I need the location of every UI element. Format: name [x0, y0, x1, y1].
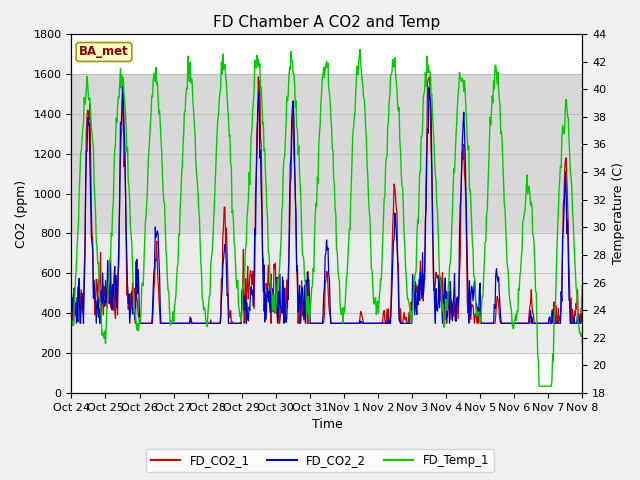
Y-axis label: Temperature (C): Temperature (C) [612, 163, 625, 264]
Bar [72, 233, 582, 353]
X-axis label: Time: Time [312, 419, 342, 432]
Bar [72, 74, 582, 233]
Legend: FD_CO2_1, FD_CO2_2, FD_Temp_1: FD_CO2_1, FD_CO2_2, FD_Temp_1 [146, 449, 494, 472]
Text: BA_met: BA_met [79, 46, 129, 59]
Title: FD Chamber A CO2 and Temp: FD Chamber A CO2 and Temp [213, 15, 440, 30]
Y-axis label: CO2 (ppm): CO2 (ppm) [15, 180, 28, 248]
